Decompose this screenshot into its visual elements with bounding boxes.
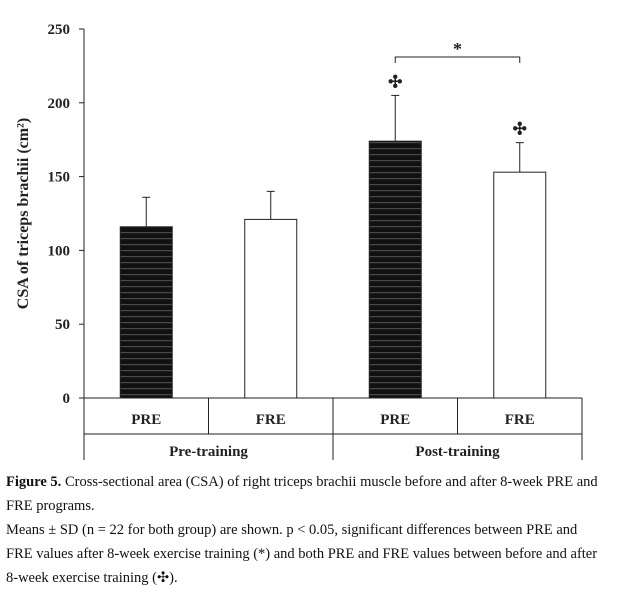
x-group-label-1: Post-training (415, 444, 500, 460)
y-tick-label-250: 250 (48, 22, 71, 38)
bar-post-training-fre (493, 171, 547, 399)
bars: ✣ ✣ * (119, 39, 547, 399)
x-category-label-0: PRE (131, 412, 161, 428)
caption-paragraph-1: Figure 5. Cross-sectional area (CSA) of … (6, 470, 606, 518)
y-tick-label-150: 150 (48, 170, 71, 186)
figure-caption: Figure 5. Cross-sectional area (CSA) of … (6, 470, 606, 590)
bar-chart: 0 50 100 150 200 250 ✣ ✣ * PRE FRE PRE FRE Pre-trai… (15, 22, 583, 460)
y-tick-label-100: 100 (48, 243, 71, 259)
significance-marker-2: ✣ (388, 72, 402, 91)
x-category-label-2: PRE (380, 412, 410, 428)
significance-bracket-0 (394, 56, 521, 63)
bar-pre-training-fre (244, 218, 298, 399)
y-tick-label-0: 0 (63, 391, 71, 407)
caption-line-1: Cross-sectional area (CSA) of right tric… (6, 474, 598, 514)
y-tick-label-200: 200 (48, 96, 71, 112)
x-category-label-3: FRE (505, 412, 535, 428)
x-group-label-0: Pre-training (169, 444, 248, 460)
caption-line-2: Means ± SD (n = 22 for both group) are s… (6, 522, 598, 586)
bar-pre-training-pre (119, 226, 173, 399)
significance-label-0: * (453, 39, 462, 59)
bar-post-training-pre (368, 140, 422, 399)
significance-marker-3: ✣ (513, 120, 527, 139)
y-axis-title: CSA of triceps brachii (cm²) (15, 118, 32, 309)
y-tick-label-50: 50 (55, 317, 70, 333)
axis-labels: PRE FRE PRE FRE Pre-training Post-training CSA… (15, 118, 535, 460)
figure-label: Figure 5. (6, 474, 62, 490)
x-category-label-1: FRE (256, 412, 286, 428)
